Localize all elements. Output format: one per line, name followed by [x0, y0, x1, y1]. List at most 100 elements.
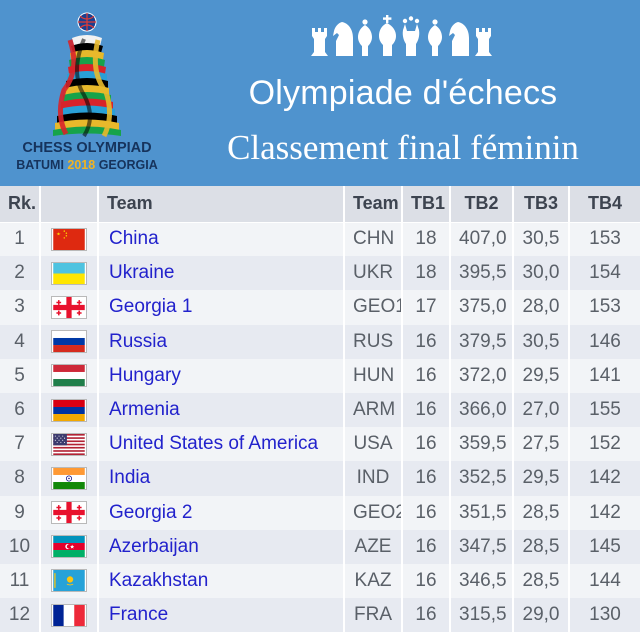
table-header: Rk. Team Team TB1 TB2 TB3 TB4: [0, 186, 640, 223]
table-row[interactable]: 10 Azerbaijan AZE 16 347,5 28,5 145: [0, 529, 640, 564]
cell-tb3: 28,5: [513, 563, 570, 599]
cell-tb4: 153: [569, 222, 640, 257]
cell-tb1: 16: [402, 563, 451, 599]
final-standings-table: Rk. Team Team TB1 TB2 TB3 TB4 1 China CHN 1…: [0, 186, 640, 632]
flag-kazakhstan: [40, 563, 99, 599]
team-link[interactable]: Kazakhstan: [109, 569, 209, 591]
cell-team-name[interactable]: Ukraine: [98, 256, 345, 291]
cell-team-code: GEO1: [344, 290, 403, 325]
cell-team-code: GEO2: [344, 495, 403, 530]
flag-georgia-icon: [51, 295, 87, 319]
cell-team-code: IND: [344, 461, 403, 496]
team-link[interactable]: Azerbaijan: [109, 535, 199, 557]
svg-text:BATUMI 2018 GEORGIA: BATUMI 2018 GEORGIA: [16, 158, 157, 172]
table-row[interactable]: 7 United States of America USA 16 359,5 27,5 1…: [0, 427, 640, 462]
cell-team-name[interactable]: Georgia 2: [98, 495, 345, 530]
table-row[interactable]: 1 China CHN 18 407,0 30,5 153: [0, 222, 640, 257]
table-row[interactable]: 4 Russia RUS 16 379,5 30,5 146: [0, 324, 640, 359]
cell-rank: 1: [0, 222, 41, 257]
banner-text-block: Olympiade d'échecs Classement final fémi…: [166, 0, 640, 186]
table-header-row: Rk. Team Team TB1 TB2 TB3 TB4: [0, 186, 640, 223]
cell-rank: 8: [0, 461, 41, 496]
table-row[interactable]: 12 France FRA 16 315,5 29,0 130: [0, 598, 640, 632]
team-link[interactable]: France: [109, 604, 169, 626]
team-link[interactable]: Georgia 2: [109, 501, 193, 523]
cell-team-name[interactable]: Kazakhstan: [98, 563, 345, 599]
cell-rank: 5: [0, 358, 41, 393]
flag-russia: [40, 324, 99, 359]
team-link[interactable]: Georgia 1: [109, 296, 193, 318]
flag-france-icon: [51, 603, 87, 627]
column-header-tb1[interactable]: TB1: [402, 186, 451, 223]
cell-tb4: 142: [569, 495, 640, 530]
cell-tb2: 372,0: [450, 358, 514, 393]
cell-tb2: 347,5: [450, 529, 514, 564]
column-header-tb3[interactable]: TB3: [513, 186, 570, 223]
cell-team-name[interactable]: Georgia 1: [98, 290, 345, 325]
team-link[interactable]: India: [109, 467, 151, 489]
cell-tb1: 16: [402, 427, 451, 462]
table-row[interactable]: 11 Kazakhstan KAZ 16 346,5 28,5 144: [0, 563, 640, 599]
cell-team-name[interactable]: Russia: [98, 324, 345, 359]
table-row[interactable]: 5 Hungary HUN 16 372,0 29,5 141: [0, 358, 640, 393]
cell-tb3: 29,0: [513, 598, 570, 632]
cell-team-name[interactable]: Azerbaijan: [98, 529, 345, 564]
cell-tb4: 141: [569, 358, 640, 393]
header-banner: CHESS OLYMPIAD BATUMI 2018 GEORGIA: [0, 0, 640, 186]
flag-ukraine: [40, 256, 99, 291]
cell-rank: 11: [0, 563, 41, 599]
team-link[interactable]: Hungary: [109, 364, 181, 386]
cell-tb4: 145: [569, 529, 640, 564]
column-header-tb2[interactable]: TB2: [450, 186, 514, 223]
cell-tb4: 142: [569, 461, 640, 496]
flag-azerbaijan-icon: [51, 535, 87, 559]
cell-team-name[interactable]: France: [98, 598, 345, 632]
table-row[interactable]: 6 Armenia ARM 16 366,0 27,0 155: [0, 392, 640, 428]
cell-tb3: 30,0: [513, 256, 570, 291]
table-row[interactable]: 9 Georgia 2 GEO2 16 351,5 28,5 142: [0, 495, 640, 530]
team-link[interactable]: Russia: [109, 330, 168, 352]
cell-tb1: 16: [402, 358, 451, 393]
team-link[interactable]: Ukraine: [109, 262, 175, 284]
cell-rank: 4: [0, 324, 41, 359]
flag-georgia-icon: [51, 501, 87, 525]
flag-usa: [40, 427, 99, 462]
flag-ukraine-icon: [51, 261, 87, 285]
table-row[interactable]: 3 Georgia 1 GEO1 17 375,0 28,0 153: [0, 290, 640, 325]
team-link[interactable]: Armenia: [109, 399, 180, 421]
cell-team-name[interactable]: Hungary: [98, 358, 345, 393]
chess-olympiad-batumi-logo: CHESS OLYMPIAD BATUMI 2018 GEORGIA: [12, 6, 162, 178]
cell-tb3: 27,0: [513, 392, 570, 428]
table-row[interactable]: 8 India IND 16 352,5 29,5 142: [0, 461, 640, 496]
cell-tb3: 30,5: [513, 222, 570, 257]
flag-hungary: [40, 358, 99, 393]
team-link[interactable]: China: [109, 228, 159, 250]
column-header-team-code[interactable]: Team: [344, 186, 403, 223]
cell-team-code: FRA: [344, 598, 403, 632]
cell-tb2: 366,0: [450, 392, 514, 428]
cell-tb2: 346,5: [450, 563, 514, 599]
cell-tb2: 315,5: [450, 598, 514, 632]
cell-rank: 2: [0, 256, 41, 291]
flag-russia-icon: [51, 330, 87, 354]
flag-india-icon: [51, 466, 87, 490]
cell-team-code: HUN: [344, 358, 403, 393]
cell-tb2: 407,0: [450, 222, 514, 257]
flag-hungary-icon: [51, 364, 87, 388]
cell-rank: 10: [0, 529, 41, 564]
column-header-rank[interactable]: Rk.: [0, 186, 41, 223]
cell-team-name[interactable]: India: [98, 461, 345, 496]
cell-team-name[interactable]: China: [98, 222, 345, 257]
cell-team-name[interactable]: Armenia: [98, 392, 345, 428]
cell-tb3: 28,5: [513, 495, 570, 530]
table-row[interactable]: 2 Ukraine UKR 18 395,5 30,0 154: [0, 256, 640, 291]
cell-team-name[interactable]: United States of America: [98, 427, 345, 462]
column-header-team-name[interactable]: Team: [98, 186, 345, 223]
team-link[interactable]: United States of America: [109, 433, 319, 455]
cell-tb4: 146: [569, 324, 640, 359]
column-header-tb4[interactable]: TB4: [569, 186, 640, 223]
cell-tb2: 375,0: [450, 290, 514, 325]
column-header-flag: [40, 186, 99, 223]
cell-tb3: 28,0: [513, 290, 570, 325]
